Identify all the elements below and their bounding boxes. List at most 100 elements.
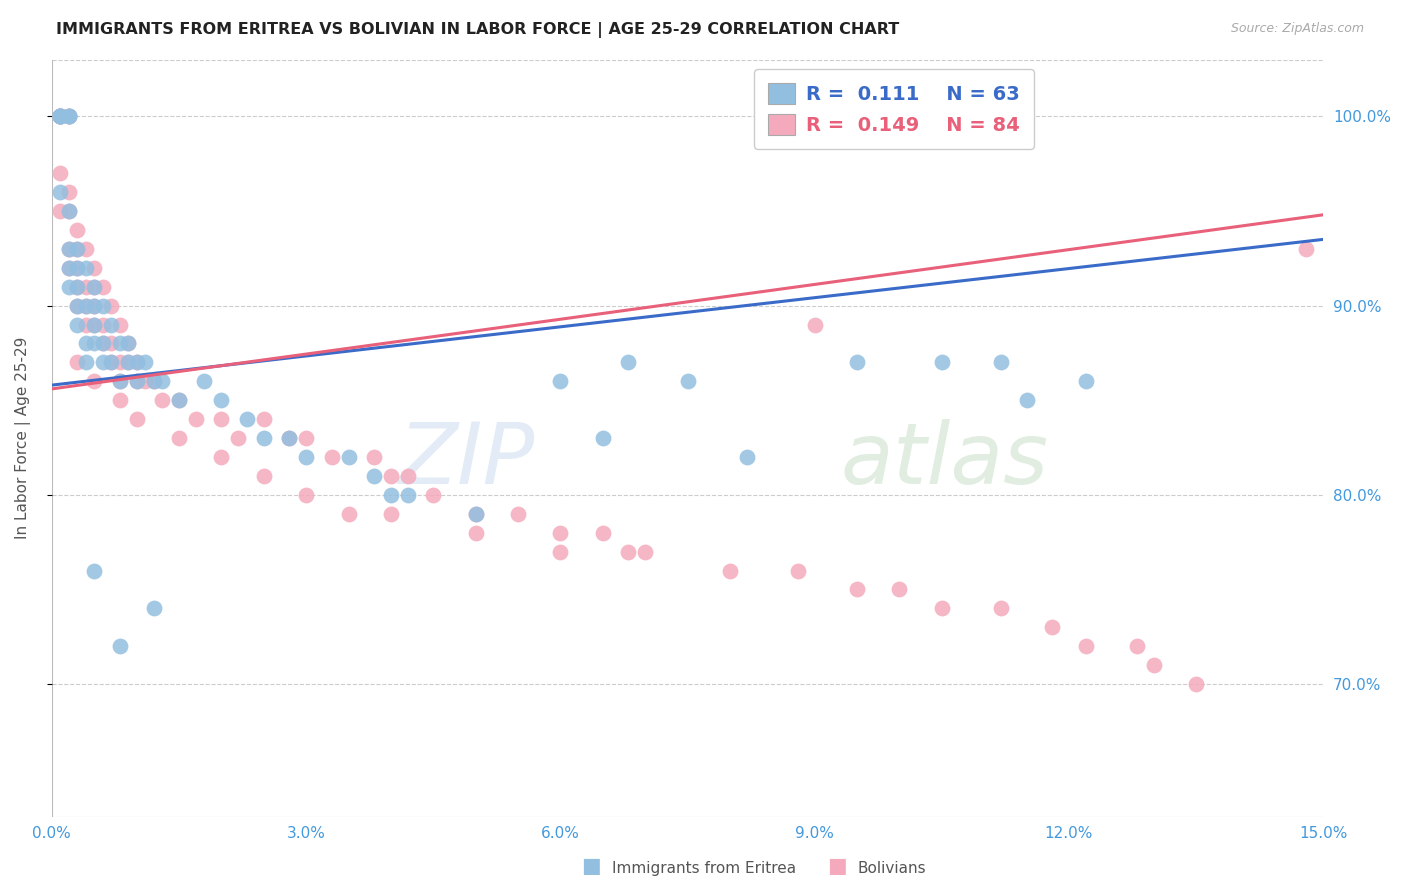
Point bbox=[396, 488, 419, 502]
Point bbox=[676, 374, 699, 388]
Point bbox=[58, 242, 80, 256]
Point bbox=[617, 544, 640, 558]
Point bbox=[321, 450, 343, 464]
Point bbox=[592, 525, 614, 540]
Point bbox=[236, 412, 259, 426]
Point bbox=[1015, 393, 1038, 408]
Point bbox=[66, 223, 89, 237]
Point bbox=[363, 450, 385, 464]
Point bbox=[49, 109, 72, 123]
Point bbox=[209, 450, 232, 464]
Point bbox=[209, 412, 232, 426]
Point bbox=[83, 260, 105, 275]
Point bbox=[75, 260, 97, 275]
Point bbox=[100, 355, 122, 369]
Point bbox=[108, 318, 131, 332]
Point bbox=[337, 507, 360, 521]
Point bbox=[83, 336, 105, 351]
Point bbox=[550, 544, 572, 558]
Point bbox=[735, 450, 758, 464]
Point bbox=[100, 355, 122, 369]
Point bbox=[49, 204, 72, 219]
Point bbox=[226, 431, 249, 445]
Point bbox=[108, 374, 131, 388]
Point bbox=[464, 507, 486, 521]
Point bbox=[1074, 374, 1097, 388]
Point bbox=[718, 564, 741, 578]
Point bbox=[990, 355, 1012, 369]
Point bbox=[1185, 677, 1208, 691]
Text: Immigrants from Eritrea: Immigrants from Eritrea bbox=[612, 861, 796, 876]
Point bbox=[117, 336, 139, 351]
Point bbox=[550, 525, 572, 540]
Point bbox=[125, 412, 148, 426]
Text: ■: ■ bbox=[581, 856, 600, 876]
Point bbox=[58, 109, 80, 123]
Point bbox=[91, 336, 114, 351]
Point bbox=[91, 279, 114, 293]
Point bbox=[108, 374, 131, 388]
Point bbox=[150, 393, 173, 408]
Point bbox=[100, 299, 122, 313]
Point bbox=[66, 242, 89, 256]
Point bbox=[931, 355, 953, 369]
Point bbox=[83, 564, 105, 578]
Point bbox=[66, 318, 89, 332]
Point bbox=[125, 355, 148, 369]
Point bbox=[1074, 640, 1097, 654]
Point bbox=[100, 336, 122, 351]
Point bbox=[83, 279, 105, 293]
Point bbox=[58, 185, 80, 199]
Point bbox=[422, 488, 444, 502]
Point bbox=[108, 640, 131, 654]
Point bbox=[66, 299, 89, 313]
Point bbox=[49, 109, 72, 123]
Point bbox=[846, 355, 869, 369]
Point bbox=[278, 431, 301, 445]
Point bbox=[1143, 658, 1166, 673]
Point bbox=[91, 336, 114, 351]
Point bbox=[931, 601, 953, 615]
Point bbox=[803, 318, 825, 332]
Point bbox=[990, 601, 1012, 615]
Point bbox=[134, 374, 156, 388]
Point bbox=[49, 109, 72, 123]
Point bbox=[786, 564, 808, 578]
Point bbox=[66, 260, 89, 275]
Point bbox=[49, 109, 72, 123]
Point bbox=[150, 374, 173, 388]
Point bbox=[278, 431, 301, 445]
Text: ■: ■ bbox=[827, 856, 846, 876]
Point bbox=[83, 299, 105, 313]
Point bbox=[167, 393, 190, 408]
Point bbox=[125, 374, 148, 388]
Point bbox=[592, 431, 614, 445]
Point bbox=[49, 109, 72, 123]
Point bbox=[75, 299, 97, 313]
Point bbox=[83, 299, 105, 313]
Point bbox=[49, 185, 72, 199]
Point bbox=[49, 109, 72, 123]
Point bbox=[117, 355, 139, 369]
Point bbox=[295, 488, 318, 502]
Point bbox=[142, 601, 165, 615]
Point bbox=[167, 393, 190, 408]
Point bbox=[66, 279, 89, 293]
Point bbox=[506, 507, 529, 521]
Point bbox=[134, 355, 156, 369]
Point bbox=[108, 336, 131, 351]
Point bbox=[75, 318, 97, 332]
Point bbox=[58, 109, 80, 123]
Point bbox=[464, 507, 486, 521]
Point bbox=[75, 242, 97, 256]
Point bbox=[396, 469, 419, 483]
Text: IMMIGRANTS FROM ERITREA VS BOLIVIAN IN LABOR FORCE | AGE 25-29 CORRELATION CHART: IMMIGRANTS FROM ERITREA VS BOLIVIAN IN L… bbox=[56, 22, 900, 38]
Point bbox=[58, 109, 80, 123]
Point bbox=[125, 374, 148, 388]
Point bbox=[75, 279, 97, 293]
Point bbox=[193, 374, 215, 388]
Point bbox=[58, 260, 80, 275]
Point bbox=[167, 431, 190, 445]
Point bbox=[58, 242, 80, 256]
Point bbox=[66, 299, 89, 313]
